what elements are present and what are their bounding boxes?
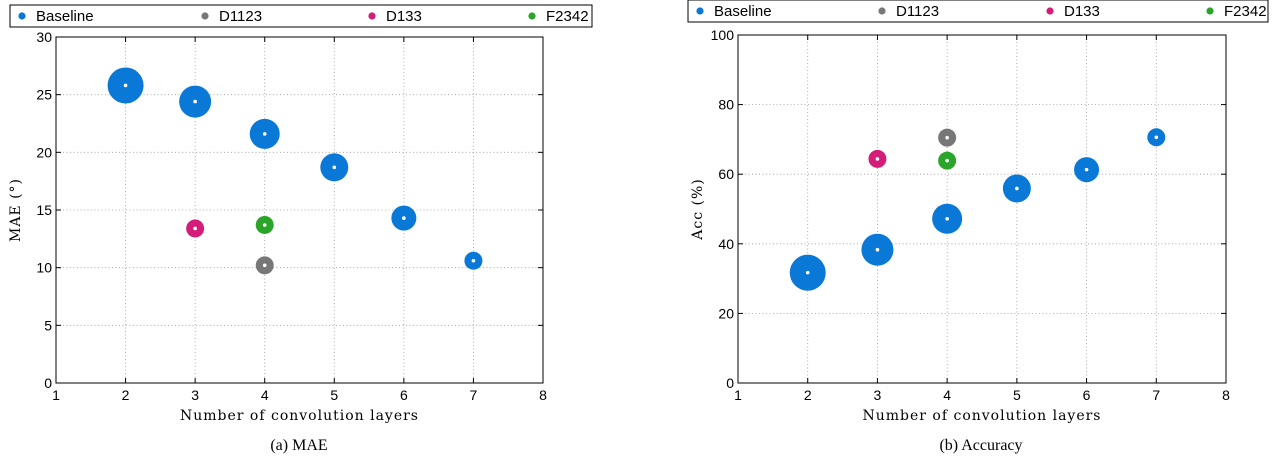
data-point-center [1084,167,1089,172]
x-tick-label: 1 [52,387,60,403]
legend-box [687,0,1269,23]
y-tick-label: 30 [36,29,52,45]
y-tick-label: 5 [44,317,52,333]
y-tick-label: 15 [36,202,52,218]
y-tick-label: 0 [44,375,52,391]
y-tick-label: 60 [718,166,734,182]
x-tick-label: 4 [943,387,951,403]
data-point-center [193,226,197,231]
x-tick-label: 6 [400,387,408,403]
x-tick-label: 6 [1083,387,1091,403]
data-point-center [805,270,810,275]
y-tick-label: 25 [36,87,52,103]
chart-caption: (b) Accuracy [939,437,1022,454]
y-tick-label: 20 [718,305,734,321]
x-tick-label: 7 [1152,387,1160,403]
x-tick-label: 2 [122,387,130,403]
legend-marker [18,12,26,20]
chart-1: 1 2 3 4 5 6 7 8 0 5 10 15 20 25 30 Number of convolutio… [8,4,593,454]
legend: Baseline D1123 D133 F2342 [687,0,1269,23]
legend-marker [696,7,704,15]
legend-label: D1123 [219,8,262,25]
y-axis-label: MAE (°) [8,178,24,242]
data-point-center [875,247,880,252]
data-point-center [945,216,949,221]
data-point-center [402,216,406,220]
y-tick-label: 40 [718,236,734,252]
data-point-center [471,258,476,263]
data-point-center [123,83,128,88]
legend-box [9,4,593,28]
data-point-center [1154,135,1159,140]
x-tick-label: 3 [874,387,882,403]
y-tick-label: 100 [711,27,735,43]
legend-label: D133 [386,8,422,25]
legend-marker [1206,7,1214,15]
y-tick-label: 0 [726,375,734,391]
data-point-center [262,263,267,268]
data-point-center [193,99,197,104]
legend-label: F2342 [1224,3,1267,20]
legend-marker [1046,7,1054,15]
data-point-center [945,135,949,140]
legend-marker [528,12,536,20]
legend-marker [368,12,376,20]
x-tick-label: 3 [191,387,199,403]
x-tick-label: 8 [539,387,547,403]
x-tick-label: 8 [1222,387,1230,403]
data-point-center [262,132,267,136]
x-tick-label: 7 [470,387,478,403]
x-tick-label: 5 [330,387,338,403]
x-axis-label: Number of convolution layers [862,408,1101,424]
x-axis-label: Number of convolution layers [180,408,419,424]
plot-frame [737,34,1227,384]
chart-caption: (a) MAE [270,437,327,454]
data-point-center [1015,186,1019,191]
x-tick-label: 5 [1013,387,1021,403]
x-tick-label: 1 [734,387,742,403]
data-point-center [945,158,949,163]
x-tick-label: 2 [804,387,812,403]
y-axis-label: Acc (%) [690,178,706,240]
legend-label: Baseline [714,3,772,20]
y-tick-label: 80 [718,97,734,113]
legend: Baseline D1123 D133 F2342 [9,4,593,28]
y-tick-label: 20 [36,144,52,160]
legend-label: F2342 [546,8,589,25]
legend-label: D1123 [896,3,939,20]
data-point-center [332,165,337,170]
legend-marker [878,7,886,15]
data-point-center [875,157,880,161]
data-point-center [262,223,267,227]
legend-marker [201,12,209,20]
x-tick-label: 4 [261,387,269,403]
legend-label: Baseline [36,8,94,25]
legend-label: D133 [1064,3,1100,20]
y-tick-label: 10 [36,260,52,276]
